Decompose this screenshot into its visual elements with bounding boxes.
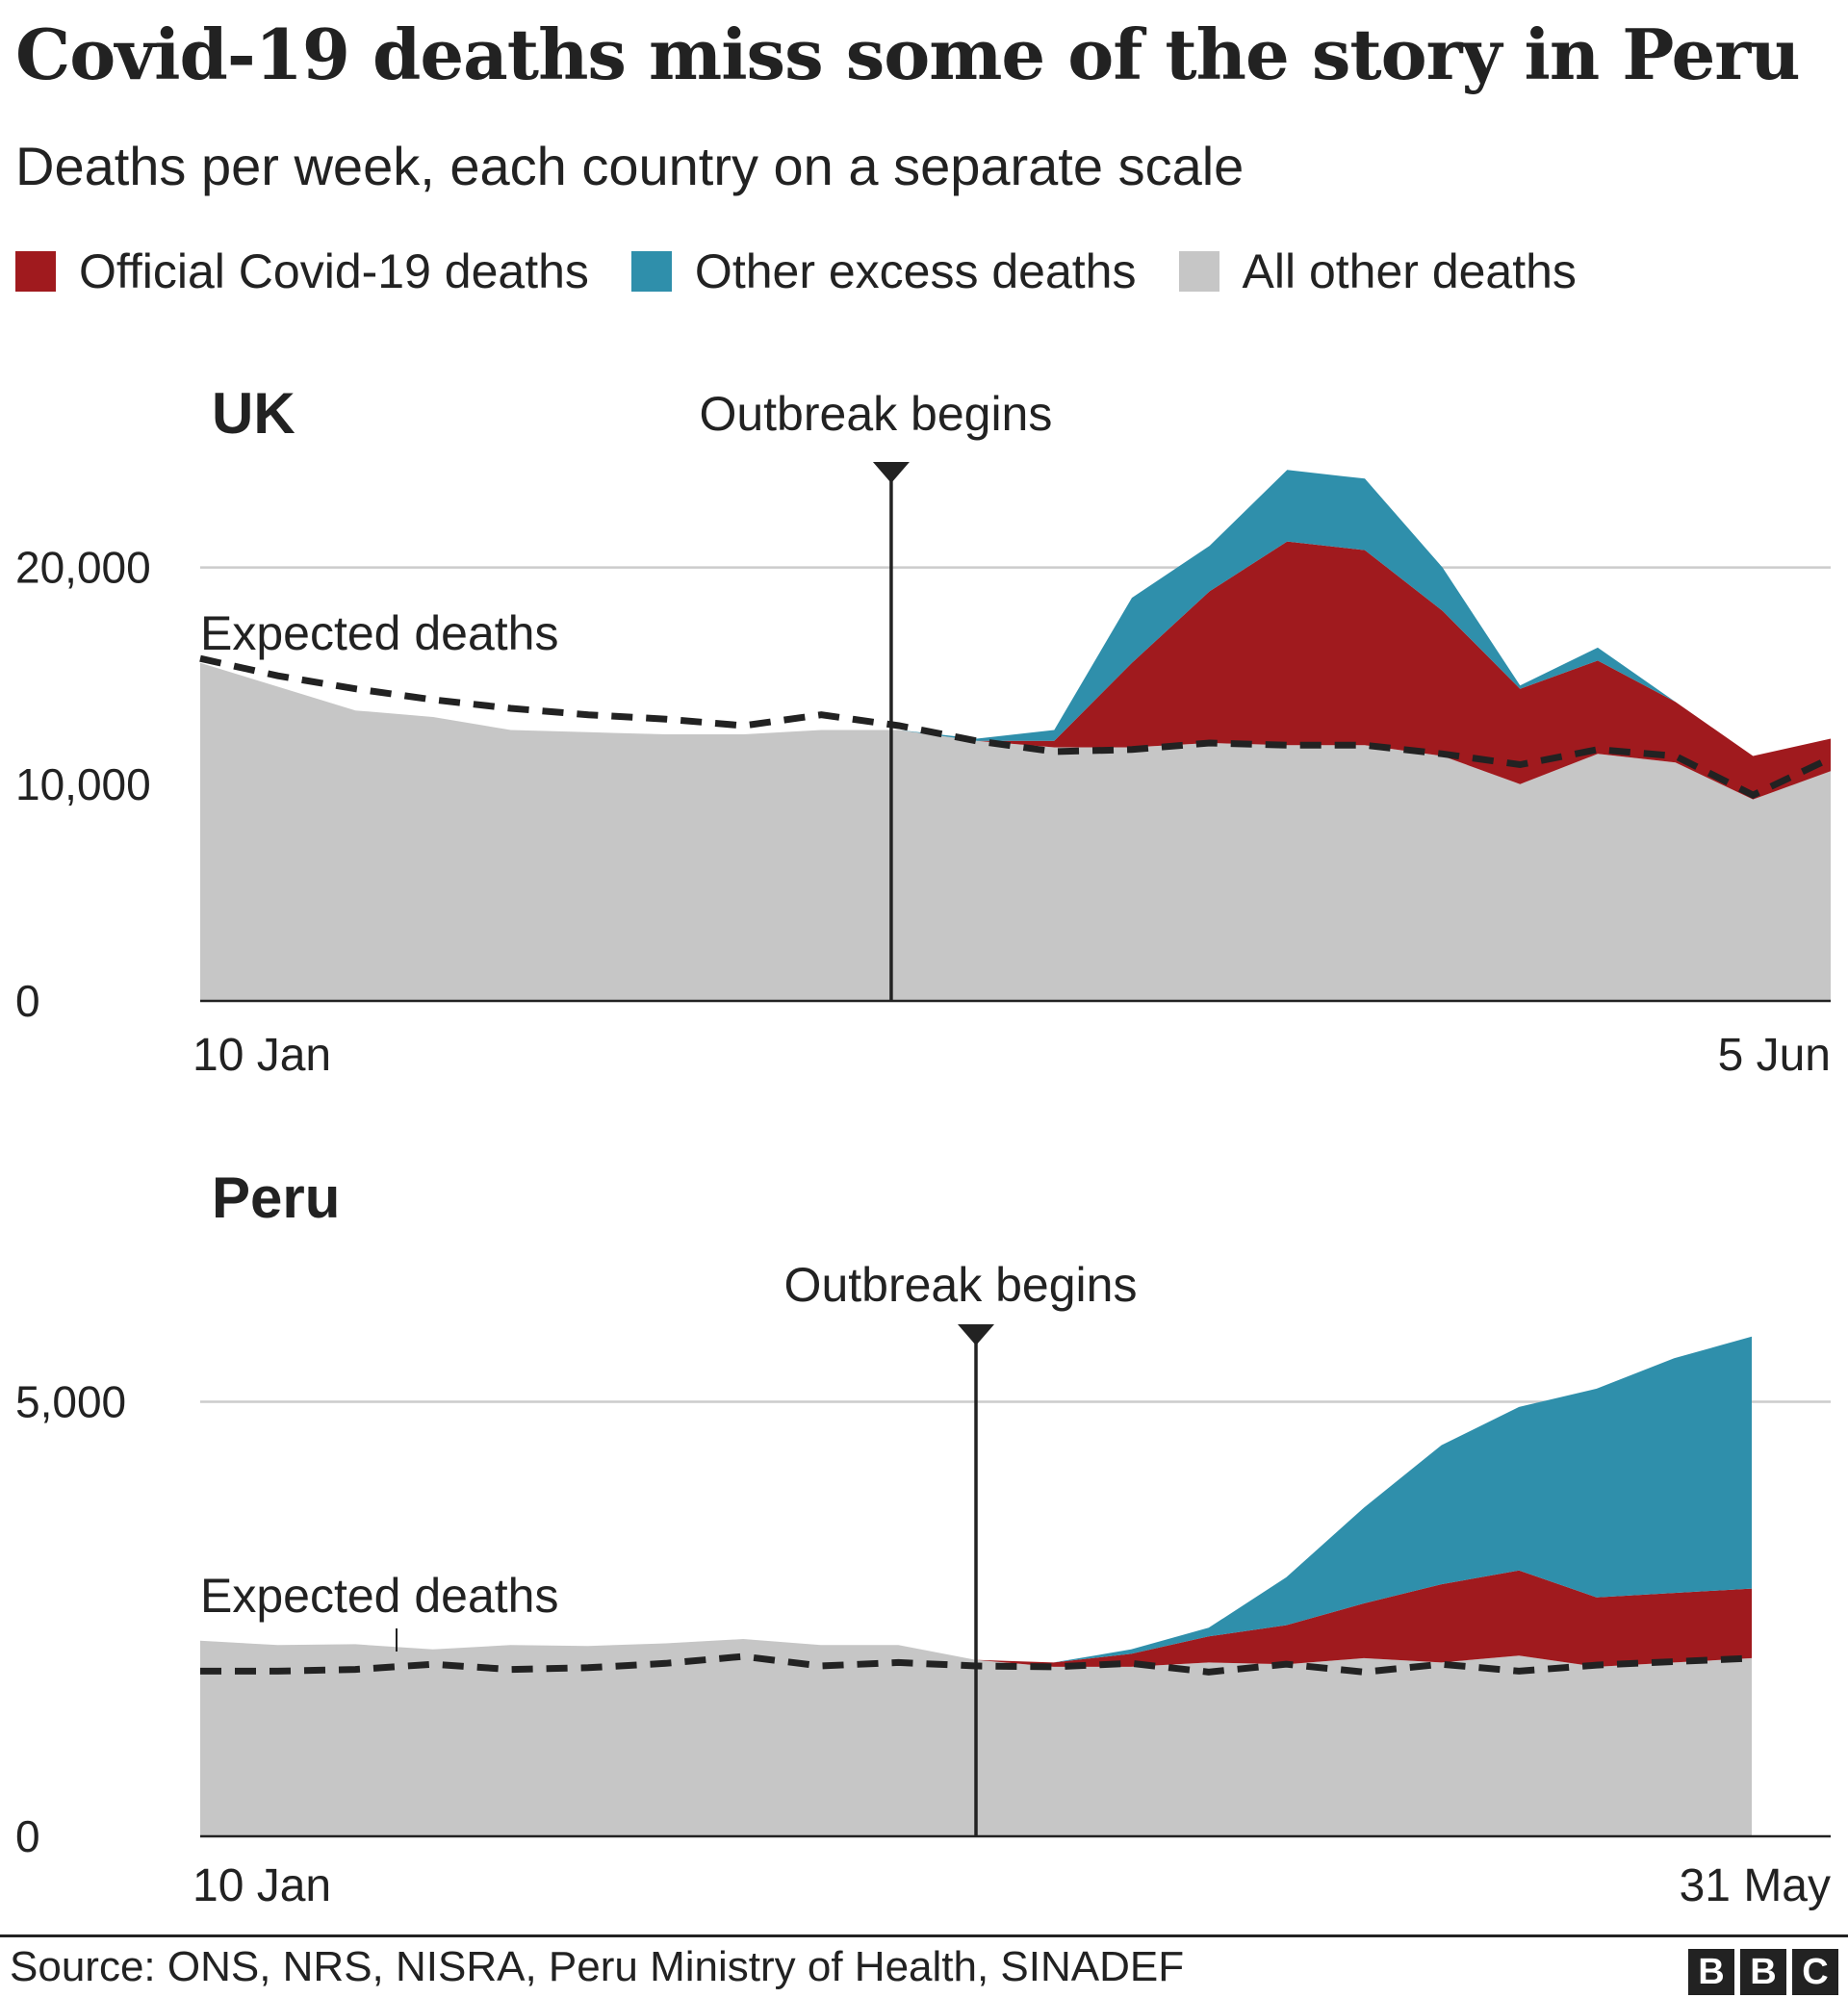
legend-label-covid: Official Covid-19 deaths xyxy=(79,244,589,298)
y-tick-label: 5,000 xyxy=(15,1376,126,1426)
bbc-logo-letter: C xyxy=(1792,1949,1838,1995)
expected-deaths-label: Expected deaths xyxy=(200,606,559,660)
source-note: Source: ONS, NRS, NISRA, Peru Ministry o… xyxy=(10,1943,1185,1990)
legend: Official Covid-19 deaths Other excess de… xyxy=(15,243,1619,300)
y-tick-label: 10,000 xyxy=(15,759,151,809)
bbc-logo-letter: B xyxy=(1740,1949,1786,1995)
area-series-other-excess-deaths xyxy=(200,1336,1752,1663)
footer: Source: ONS, NRS, NISRA, Peru Ministry o… xyxy=(0,1934,1848,1998)
legend-item-other: All other deaths xyxy=(1178,243,1577,299)
expected-deaths-line xyxy=(199,654,1833,799)
x-end-label: 31 May xyxy=(1680,1860,1831,1911)
legend-label-other: All other deaths xyxy=(1242,244,1577,298)
legend-swatch-excess xyxy=(630,251,672,292)
legend-item-covid: Official Covid-19 deaths xyxy=(15,243,589,299)
area-series-all-other-deaths xyxy=(200,662,1831,1001)
y-tick-label: 20,000 xyxy=(15,543,151,593)
outbreak-marker-triangle xyxy=(958,1324,994,1345)
x-start-label: 10 Jan xyxy=(192,1030,331,1081)
charts-canvas: 0 10,000 20,000 Outbreak begins UK Expected d… xyxy=(15,381,1833,1911)
bbc-logo: B B C xyxy=(1682,1949,1838,1995)
outbreak-label: Outbreak begins xyxy=(784,1258,1138,1312)
expected-deaths-label: Expected deaths xyxy=(200,1569,559,1623)
y-tick-label: 0 xyxy=(15,1811,40,1861)
legend-label-excess: Other excess deaths xyxy=(694,244,1137,298)
area-series-official-covid-19-deaths xyxy=(200,1570,1752,1667)
panel-title: Peru xyxy=(212,1166,340,1230)
outbreak-marker-triangle xyxy=(872,462,910,483)
y-tick-label: 0 xyxy=(15,976,40,1026)
chart-subtitle: Deaths per week, each country on a separ… xyxy=(15,136,1245,196)
legend-swatch-covid xyxy=(15,251,56,292)
legend-item-excess: Other excess deaths xyxy=(630,243,1137,299)
panel-title: UK xyxy=(212,381,295,446)
legend-swatch-other xyxy=(1178,251,1219,292)
x-end-label: 5 Jun xyxy=(1718,1030,1831,1081)
chart-title: Covid-19 deaths miss some of the story i… xyxy=(15,13,1801,95)
bbc-logo-letter: B xyxy=(1688,1949,1734,1995)
area-series-official-covid-19-deaths xyxy=(200,541,1831,800)
outbreak-label: Outbreak begins xyxy=(699,387,1052,441)
x-start-label: 10 Jan xyxy=(192,1860,331,1911)
